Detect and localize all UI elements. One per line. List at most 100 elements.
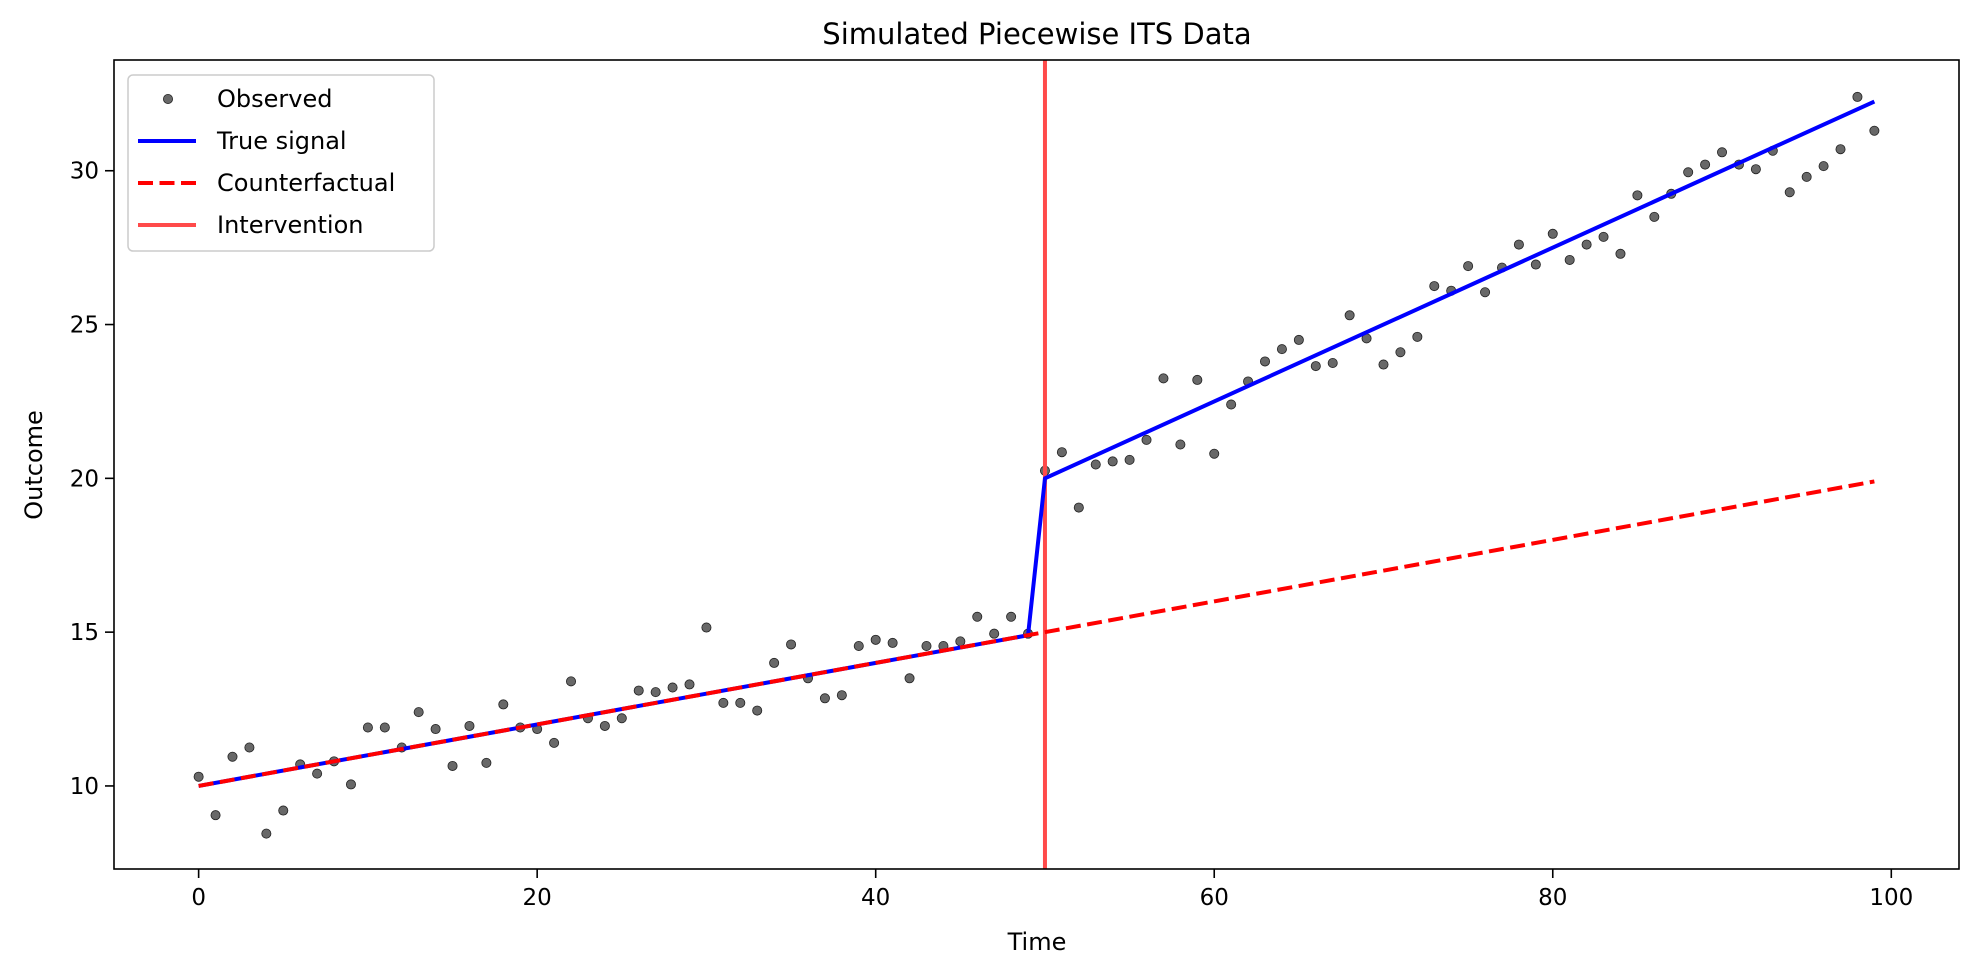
x-tick-label: 0 bbox=[191, 885, 206, 911]
observed-point bbox=[1378, 359, 1389, 370]
observed-point bbox=[1869, 125, 1880, 136]
observed-point bbox=[1260, 356, 1271, 367]
legend-label: Observed bbox=[217, 85, 332, 113]
observed-point bbox=[701, 622, 712, 633]
x-axis-label: Time bbox=[1007, 928, 1067, 956]
observed-point bbox=[278, 805, 289, 816]
observed-point bbox=[1090, 459, 1101, 470]
observed-point bbox=[362, 722, 373, 733]
true-signal-line bbox=[198, 99, 1876, 788]
observed-point bbox=[481, 757, 492, 768]
observed-point bbox=[1598, 231, 1609, 242]
observed-point bbox=[549, 737, 560, 748]
observed-point bbox=[667, 682, 678, 693]
y-tick-label: 15 bbox=[70, 620, 99, 646]
observed-point bbox=[836, 690, 847, 701]
observed-point bbox=[1310, 361, 1321, 372]
observed-point bbox=[1564, 254, 1575, 265]
legend-box bbox=[127, 74, 435, 252]
observed-point bbox=[1412, 331, 1423, 342]
observed-point bbox=[312, 768, 323, 779]
observed-point bbox=[955, 636, 966, 647]
observed-point bbox=[1615, 248, 1626, 259]
axis-ticks: 0 20 40 60 80 100 10 15 20 25 30 bbox=[70, 159, 1914, 911]
observed-point bbox=[616, 713, 627, 724]
observed-point bbox=[1513, 239, 1524, 250]
observed-point bbox=[1784, 187, 1795, 198]
observed-point bbox=[1818, 161, 1829, 172]
y-tick-label: 20 bbox=[70, 466, 99, 492]
observed-point bbox=[1801, 171, 1812, 182]
observed-point bbox=[1480, 287, 1491, 298]
observed-point bbox=[1107, 456, 1118, 467]
chart-title: Simulated Piecewise ITS Data bbox=[822, 17, 1251, 51]
observed-point bbox=[1344, 310, 1355, 321]
observed-point bbox=[1463, 261, 1474, 272]
observed-point bbox=[1547, 228, 1558, 239]
observed-point bbox=[1056, 447, 1067, 458]
observed-point bbox=[972, 611, 983, 622]
observed-point bbox=[498, 699, 509, 710]
observed-point bbox=[1750, 164, 1761, 175]
observed-point bbox=[566, 676, 577, 687]
observed-point bbox=[989, 628, 1000, 639]
observed-point bbox=[1209, 448, 1220, 459]
observed-point bbox=[786, 639, 797, 650]
observed-point bbox=[447, 760, 458, 771]
y-tick-label: 10 bbox=[70, 774, 99, 800]
observed-point bbox=[1632, 190, 1643, 201]
x-tick-label: 40 bbox=[861, 885, 890, 911]
observed-point bbox=[1327, 357, 1338, 368]
x-tick-label: 60 bbox=[1200, 885, 1229, 911]
observed-point bbox=[1006, 611, 1017, 622]
observed-point bbox=[1141, 434, 1152, 445]
observed-point bbox=[1649, 211, 1660, 222]
legend: Observed True signal Counterfactual Interve… bbox=[127, 74, 435, 252]
observed-point bbox=[1429, 281, 1440, 292]
x-tick-label: 100 bbox=[1869, 885, 1913, 911]
observed-point bbox=[735, 697, 746, 708]
observed-point bbox=[1226, 399, 1237, 410]
observed-point bbox=[1124, 454, 1135, 465]
observed-point bbox=[684, 679, 695, 690]
observed-point bbox=[430, 724, 441, 735]
observed-point bbox=[887, 637, 898, 648]
plot-area bbox=[193, 60, 1880, 869]
observed-point bbox=[1192, 374, 1203, 385]
x-tick-label: 80 bbox=[1538, 885, 1567, 911]
observed-point bbox=[1073, 502, 1084, 513]
observed-point bbox=[345, 779, 356, 790]
x-tick-label: 20 bbox=[523, 885, 552, 911]
legend-marker-observed bbox=[162, 94, 173, 105]
observed-point bbox=[752, 705, 763, 716]
observed-point bbox=[1158, 373, 1169, 384]
observed-point bbox=[1530, 259, 1541, 270]
observed-point bbox=[193, 771, 204, 782]
observed-point bbox=[1581, 239, 1592, 250]
counterfactual-line bbox=[198, 479, 1875, 788]
y-tick-label: 30 bbox=[70, 159, 99, 185]
legend-label: Intervention bbox=[217, 211, 363, 239]
observed-point bbox=[210, 810, 221, 821]
observed-point bbox=[1835, 144, 1846, 155]
observed-point bbox=[1276, 344, 1287, 355]
observed-point bbox=[769, 657, 780, 668]
observed-point bbox=[1395, 347, 1406, 358]
observed-point bbox=[870, 634, 881, 645]
observed-point bbox=[244, 742, 255, 753]
observed-point bbox=[1683, 167, 1694, 178]
observed-point bbox=[853, 640, 864, 651]
observed-point bbox=[1717, 147, 1728, 158]
observed-point bbox=[1175, 439, 1186, 450]
observed-point bbox=[227, 751, 238, 762]
observed-point bbox=[921, 640, 932, 651]
plot-frame bbox=[113, 59, 1960, 870]
legend-label: True signal bbox=[216, 127, 347, 155]
observed-point bbox=[718, 697, 729, 708]
observed-point bbox=[904, 673, 915, 684]
observed-point bbox=[1293, 334, 1304, 345]
legend-label: Counterfactual bbox=[217, 169, 395, 197]
observed-point bbox=[633, 685, 644, 696]
observed-point bbox=[819, 693, 830, 704]
